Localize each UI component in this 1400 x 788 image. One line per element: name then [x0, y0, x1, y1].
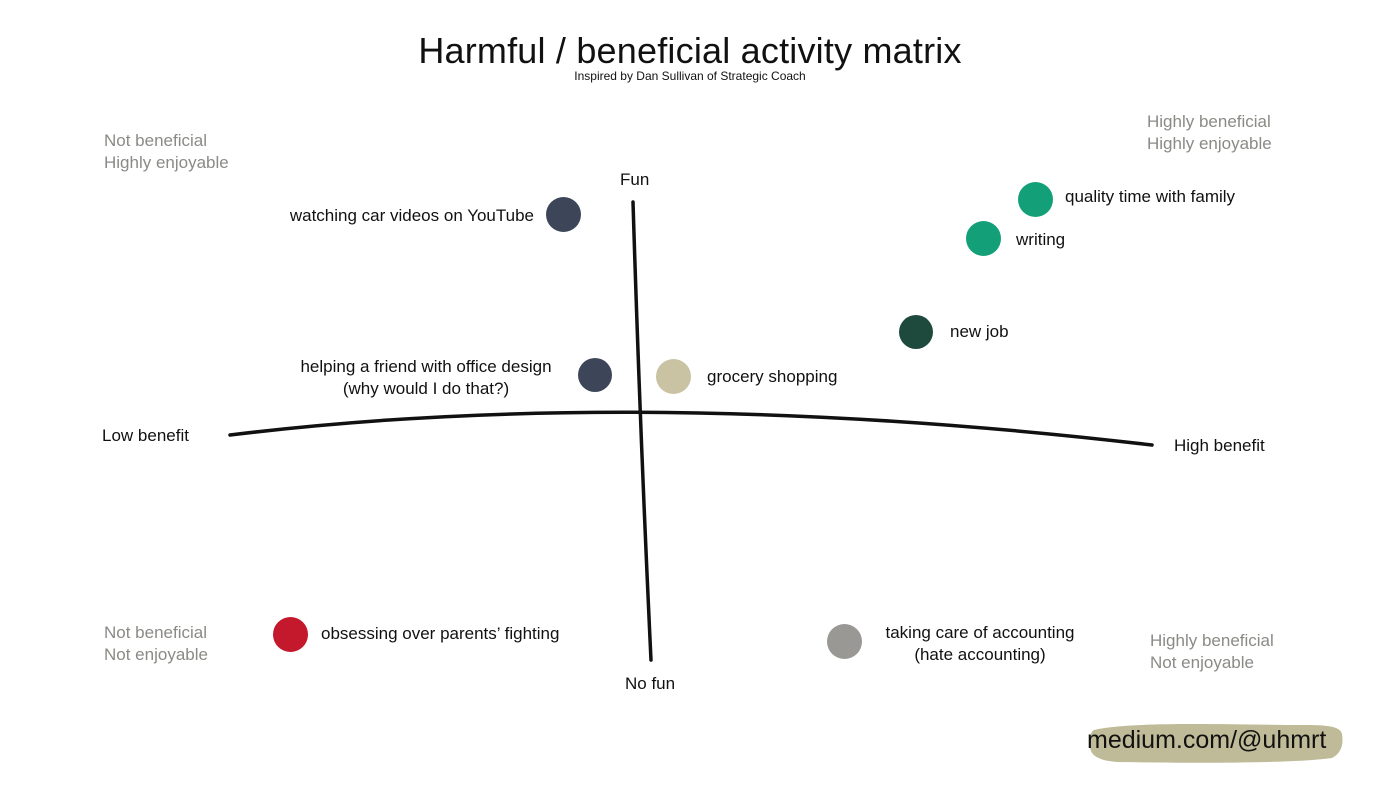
quadrant-top-left: Not beneficial Highly enjoyable	[104, 130, 229, 174]
label-accounting: taking care of accounting (hate accounti…	[876, 622, 1084, 666]
footer-brush-highlight	[1090, 724, 1343, 763]
label-parents: obsessing over parents’ fighting	[321, 623, 559, 645]
quadrant-top-right: Highly beneficial Highly enjoyable	[1147, 111, 1272, 155]
label-accounting-line-2: (hate accounting)	[914, 645, 1046, 664]
quadrant-top-left-line-1: Not beneficial	[104, 131, 208, 150]
marker-grocery	[656, 359, 691, 394]
marker-parents	[273, 617, 308, 652]
label-new-job-line-1: new job	[950, 322, 1009, 341]
quadrant-bottom-left-line-1: Not beneficial	[104, 623, 208, 642]
diagram-title: Harmful / beneficial activity matrix	[418, 30, 962, 71]
marker-new-job	[899, 315, 933, 349]
label-writing: writing	[1016, 229, 1065, 251]
label-parents-line-1: obsessing over parents’ fighting	[321, 624, 560, 643]
label-new-job: new job	[950, 321, 1009, 343]
label-writing-line-1: writing	[1016, 230, 1066, 249]
label-office: helping a friend with office design (why…	[288, 356, 564, 400]
quadrant-bottom-right-line-1: Highly beneficial	[1150, 631, 1274, 650]
label-youtube: watching car videos on YouTube	[270, 205, 534, 227]
quadrant-bottom-left: Not beneficial Not enjoyable	[104, 622, 208, 666]
quadrant-bottom-right-line-2: Not enjoyable	[1150, 653, 1254, 672]
label-grocery-line-1: grocery shopping	[707, 367, 838, 386]
diagram-subtitle: Inspired by Dan Sullivan of Strategic Co…	[574, 69, 806, 83]
marker-office	[578, 358, 612, 392]
quadrant-top-left-line-2: Highly enjoyable	[104, 153, 229, 172]
marker-youtube	[546, 197, 581, 232]
marker-writing	[966, 221, 1001, 256]
marker-family	[1018, 182, 1053, 217]
axis-label-low-benefit: Low benefit	[102, 426, 189, 445]
quadrant-bottom-right: Highly beneficial Not enjoyable	[1150, 630, 1274, 674]
axis-label-no-fun: No fun	[625, 674, 676, 693]
label-family: quality time with family	[1065, 186, 1235, 208]
label-grocery: grocery shopping	[707, 366, 837, 388]
marker-accounting	[827, 624, 862, 659]
label-office-line-1: helping a friend with office design	[300, 357, 552, 376]
label-youtube-line-1: watching car videos on YouTube	[289, 206, 534, 225]
horizontal-axis-line	[228, 410, 1154, 447]
quadrant-top-right-line-2: Highly enjoyable	[1147, 134, 1272, 153]
quadrant-top-right-line-1: Highly beneficial	[1147, 112, 1271, 131]
footer-link[interactable]: medium.com/@uhmrt	[1087, 726, 1327, 754]
vertical-axis-line	[631, 200, 653, 662]
label-accounting-line-1: taking care of accounting	[885, 623, 1075, 642]
axis-label-fun: Fun	[620, 170, 650, 189]
quadrant-bottom-left-line-2: Not enjoyable	[104, 645, 208, 664]
axis-label-high-benefit: High benefit	[1174, 436, 1265, 455]
label-family-line-1: quality time with family	[1065, 187, 1236, 206]
label-office-line-2: (why would I do that?)	[342, 379, 510, 398]
